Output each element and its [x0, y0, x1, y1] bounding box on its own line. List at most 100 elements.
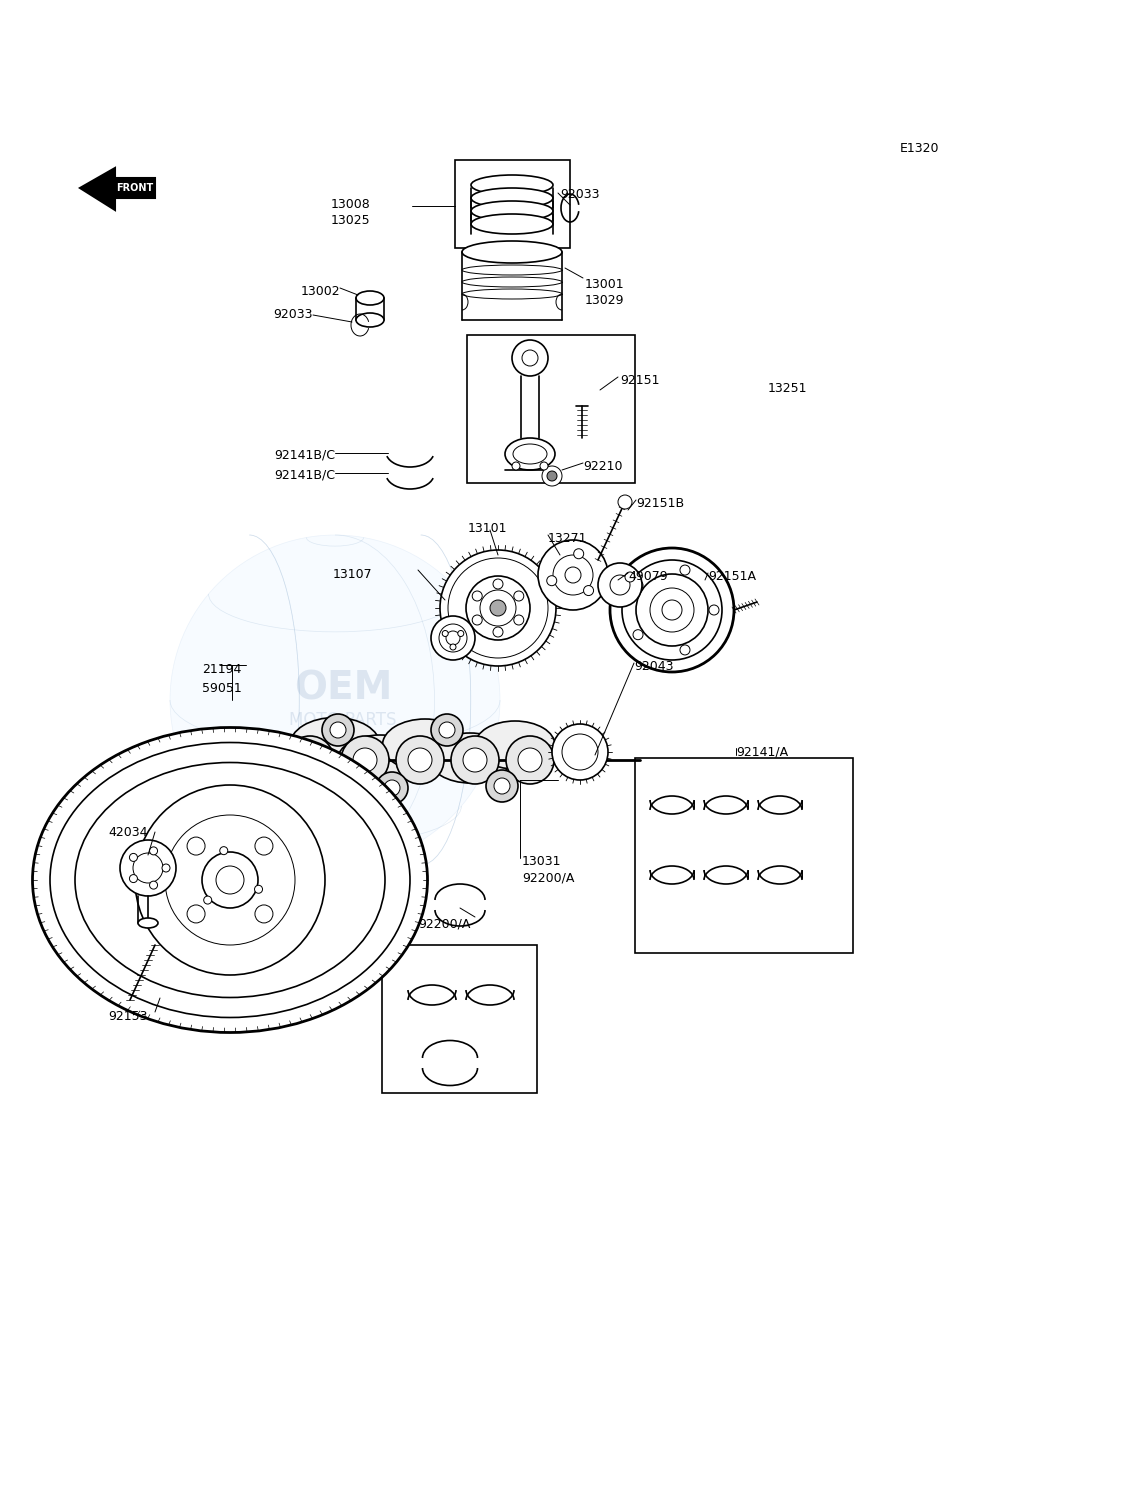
Circle shape	[625, 572, 635, 582]
Text: 92151: 92151	[620, 374, 659, 387]
Ellipse shape	[513, 444, 546, 464]
Circle shape	[598, 563, 642, 606]
Text: 92210: 92210	[583, 459, 622, 473]
Circle shape	[383, 781, 400, 796]
Circle shape	[610, 548, 734, 672]
Circle shape	[512, 462, 520, 470]
Circle shape	[680, 564, 690, 575]
Circle shape	[430, 714, 463, 746]
Ellipse shape	[471, 201, 553, 221]
Circle shape	[662, 600, 682, 620]
Circle shape	[447, 630, 460, 645]
Text: 92151B: 92151B	[636, 497, 684, 510]
Circle shape	[490, 600, 506, 615]
Circle shape	[130, 875, 138, 883]
Text: 13251: 13251	[768, 381, 807, 395]
Circle shape	[165, 815, 295, 946]
Circle shape	[622, 560, 722, 660]
Circle shape	[494, 778, 510, 794]
Ellipse shape	[461, 290, 563, 299]
Ellipse shape	[338, 735, 422, 785]
Text: 13107: 13107	[333, 567, 372, 581]
Text: 92033: 92033	[273, 308, 313, 321]
Text: 21194: 21194	[202, 663, 241, 675]
Circle shape	[552, 723, 608, 781]
Ellipse shape	[475, 720, 554, 769]
Ellipse shape	[429, 732, 511, 784]
Circle shape	[636, 573, 708, 645]
Polygon shape	[80, 168, 155, 210]
Circle shape	[633, 581, 643, 590]
Circle shape	[329, 722, 346, 738]
Bar	[125, 1000, 135, 1007]
Ellipse shape	[505, 438, 554, 470]
Circle shape	[202, 853, 258, 908]
Circle shape	[341, 735, 389, 784]
Circle shape	[618, 495, 633, 509]
Circle shape	[130, 854, 138, 862]
Text: 13001
13029: 13001 13029	[585, 278, 625, 308]
Text: 92200/A: 92200/A	[418, 917, 471, 931]
Circle shape	[135, 785, 325, 976]
Text: 13031
92200/A: 13031 92200/A	[522, 856, 574, 884]
Text: 13271: 13271	[548, 531, 588, 545]
Ellipse shape	[471, 176, 553, 195]
Text: 42034: 42034	[108, 826, 147, 839]
Ellipse shape	[461, 242, 563, 263]
Circle shape	[121, 841, 176, 896]
Circle shape	[430, 615, 475, 660]
Circle shape	[216, 866, 245, 895]
Ellipse shape	[51, 743, 410, 1018]
Circle shape	[170, 534, 501, 865]
Ellipse shape	[356, 314, 383, 327]
Circle shape	[574, 549, 583, 558]
Text: MOTO PARTS: MOTO PARTS	[289, 711, 397, 729]
Circle shape	[439, 722, 455, 738]
Circle shape	[583, 585, 594, 596]
Circle shape	[650, 588, 695, 632]
Text: 92033: 92033	[560, 188, 599, 201]
Circle shape	[506, 735, 554, 784]
Circle shape	[680, 645, 690, 654]
Bar	[467, 335, 635, 483]
Circle shape	[472, 615, 482, 624]
Ellipse shape	[382, 719, 467, 772]
Circle shape	[440, 549, 556, 666]
Circle shape	[255, 905, 273, 923]
Circle shape	[187, 905, 205, 923]
Circle shape	[149, 881, 157, 889]
Circle shape	[442, 630, 448, 636]
Text: 92151A: 92151A	[708, 570, 757, 582]
Circle shape	[219, 847, 227, 854]
Text: OEM: OEM	[294, 669, 393, 707]
Circle shape	[538, 540, 608, 609]
Circle shape	[286, 735, 334, 784]
Circle shape	[514, 591, 523, 600]
Circle shape	[255, 886, 263, 893]
Circle shape	[546, 576, 557, 585]
Circle shape	[255, 838, 273, 856]
Ellipse shape	[138, 919, 158, 928]
Circle shape	[553, 555, 594, 594]
Circle shape	[512, 341, 548, 375]
Ellipse shape	[461, 266, 563, 275]
Circle shape	[451, 735, 499, 784]
Circle shape	[448, 558, 548, 657]
Bar	[382, 946, 537, 1093]
Circle shape	[408, 747, 432, 772]
Circle shape	[458, 630, 464, 636]
Circle shape	[450, 644, 456, 650]
Circle shape	[563, 734, 598, 770]
Circle shape	[377, 772, 408, 805]
Circle shape	[203, 896, 211, 904]
Circle shape	[610, 575, 630, 594]
Circle shape	[492, 579, 503, 588]
Circle shape	[492, 627, 503, 636]
Circle shape	[480, 590, 515, 626]
Ellipse shape	[75, 763, 385, 998]
Text: 92141B/C: 92141B/C	[274, 468, 335, 480]
Circle shape	[466, 576, 530, 639]
Ellipse shape	[356, 291, 383, 305]
Circle shape	[486, 770, 518, 802]
Ellipse shape	[32, 728, 427, 1033]
